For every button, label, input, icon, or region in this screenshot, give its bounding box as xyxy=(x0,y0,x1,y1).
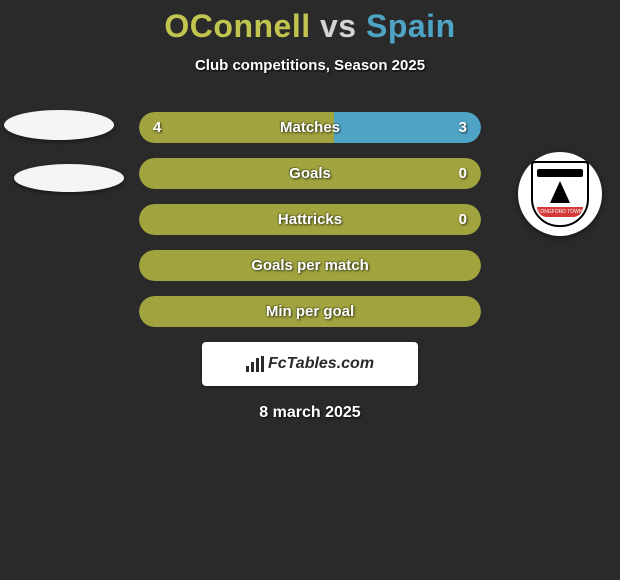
stat-row-hattricks: 0Hattricks xyxy=(139,204,481,235)
subtitle: Club competitions, Season 2025 xyxy=(0,57,620,74)
logo-text: FcTables.com xyxy=(268,355,374,373)
player1-avatar-2 xyxy=(14,164,124,192)
comparison-title: OConnell vs Spain xyxy=(0,8,620,45)
stat-row-matches: 43Matches xyxy=(139,112,481,143)
stats-area: LONGFORD TOWN F.C. 43Matches 0Goals 0Hattr… xyxy=(0,112,620,327)
badge-band-text: LONGFORD TOWN F.C. xyxy=(537,207,583,217)
stat-row-goals: 0Goals xyxy=(139,158,481,189)
stat-label: Min per goal xyxy=(139,296,481,327)
vs-text: vs xyxy=(320,8,357,44)
stat-row-min-per-goal: Min per goal xyxy=(139,296,481,327)
stat-label: Goals per match xyxy=(139,250,481,281)
player1-name: OConnell xyxy=(164,8,310,44)
fctables-logo[interactable]: FcTables.com xyxy=(202,342,418,386)
stat-label: Hattricks xyxy=(139,204,481,235)
stat-label: Matches xyxy=(139,112,481,143)
stat-row-goals-per-match: Goals per match xyxy=(139,250,481,281)
chart-icon xyxy=(246,356,264,372)
player2-name: Spain xyxy=(366,8,456,44)
date-text: 8 march 2025 xyxy=(0,404,620,422)
shield-icon: LONGFORD TOWN F.C. xyxy=(531,161,589,227)
stat-label: Goals xyxy=(139,158,481,189)
player1-avatar xyxy=(4,110,114,140)
player2-badge: LONGFORD TOWN F.C. xyxy=(518,152,602,236)
